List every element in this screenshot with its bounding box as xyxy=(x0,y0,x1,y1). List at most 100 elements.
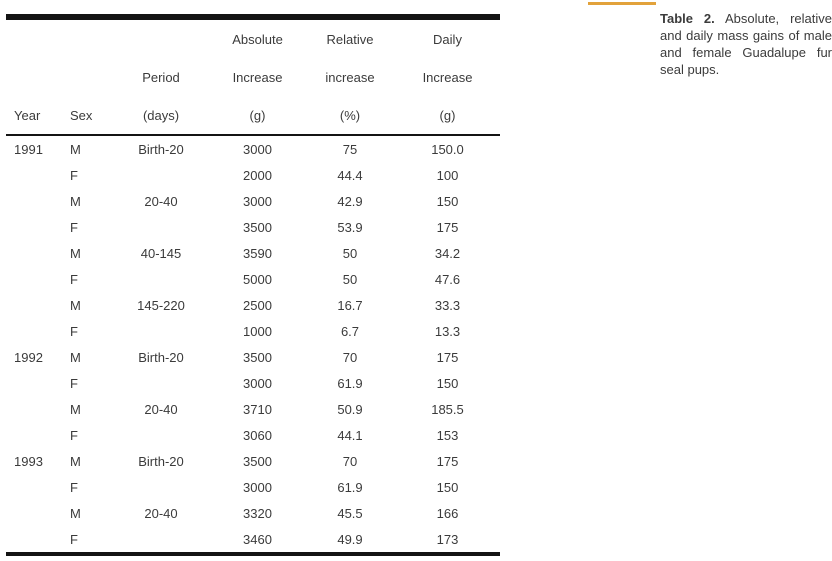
table-row: F 1000 6.7 13.3 xyxy=(6,318,500,344)
table-row: F 2000 44.4 100 xyxy=(6,162,500,188)
cell-daily: 150 xyxy=(436,193,459,209)
header-cell-daily: (g) xyxy=(395,96,500,136)
table-row: M 145-220 2500 16.7 33.3 xyxy=(6,292,500,318)
cell-absolute: 5000 xyxy=(243,271,272,287)
cell-daily: 13.3 xyxy=(434,323,461,339)
cell-period: 20-40 xyxy=(144,401,178,417)
header-cell-relative: Relative xyxy=(326,31,374,47)
cell-relative: 45.5 xyxy=(337,505,363,521)
cell-daily: 150 xyxy=(436,375,459,391)
cell-absolute: 3000 xyxy=(243,193,272,209)
caption-label: Table 2. xyxy=(660,11,715,26)
header-cell xyxy=(62,58,112,96)
table-row: F 5000 50 47.6 xyxy=(6,266,500,292)
cell-year xyxy=(6,318,62,344)
header-cell xyxy=(112,17,210,58)
cell-daily: 153 xyxy=(436,427,459,443)
cell-absolute: 2500 xyxy=(243,297,272,313)
cell-relative: 42.9 xyxy=(337,193,363,209)
header-row-3: Year Sex (days) (g) (%) (g) xyxy=(6,96,500,136)
cell-absolute: 2000 xyxy=(243,167,272,183)
cell-daily: 185.5 xyxy=(431,401,464,417)
cell-year xyxy=(6,370,62,396)
cell-relative: 50 xyxy=(342,245,358,261)
cell-daily: 175 xyxy=(436,349,459,365)
header-cell-absolute: (g) xyxy=(210,96,305,136)
cell-daily: 47.6 xyxy=(434,271,461,287)
cell-relative: 61.9 xyxy=(337,375,363,391)
cell-relative: 49.9 xyxy=(305,526,395,556)
cell-year xyxy=(6,214,62,240)
cell-relative: 44.4 xyxy=(337,167,363,183)
cell-relative: 70 xyxy=(342,453,358,469)
cell-year: 1992 xyxy=(14,349,43,365)
mass-gain-table: Absolute Relative Daily Period Increase … xyxy=(6,14,500,556)
header-cell-absolute: Increase xyxy=(232,69,283,85)
cell-period xyxy=(112,318,210,344)
cell-daily: 100 xyxy=(436,167,459,183)
cell-year xyxy=(6,188,62,214)
cell-sex: F xyxy=(70,375,78,391)
cell-sex: F xyxy=(70,219,78,235)
header-cell-daily: Increase xyxy=(422,69,473,85)
cell-year xyxy=(6,240,62,266)
cell-sex: M xyxy=(70,505,81,521)
cell-relative: 61.9 xyxy=(337,479,363,495)
table-row: M 40-145 3590 50 34.2 xyxy=(6,240,500,266)
table-row: F 3500 53.9 175 xyxy=(6,214,500,240)
cell-period xyxy=(112,266,210,292)
table-row: F 3460 49.9 173 xyxy=(6,526,500,556)
table-header: Absolute Relative Daily Period Increase … xyxy=(6,17,500,136)
header-cell-relative: (%) xyxy=(305,96,395,136)
cell-absolute: 3590 xyxy=(243,245,272,261)
header-cell-period: Period xyxy=(142,69,180,85)
header-cell-absolute: Absolute xyxy=(232,31,283,47)
header-cell-daily: Daily xyxy=(433,31,462,47)
header-row-1: Absolute Relative Daily xyxy=(6,17,500,58)
cell-year xyxy=(6,266,62,292)
table-row: 1991 M Birth-20 3000 75 150.0 xyxy=(6,135,500,162)
cell-period: Birth-20 xyxy=(138,349,184,365)
header-cell-year: Year xyxy=(6,96,62,136)
cell-relative: 50 xyxy=(342,271,358,287)
header-cell xyxy=(62,17,112,58)
cell-period xyxy=(112,214,210,240)
table-row: 1993 M Birth-20 3500 70 175 xyxy=(6,448,500,474)
cell-sex: F xyxy=(70,479,78,495)
cell-sex: M xyxy=(70,193,81,209)
cell-sex: F xyxy=(70,271,78,287)
cell-relative: 70 xyxy=(342,349,358,365)
cell-absolute: 3320 xyxy=(243,505,272,521)
cell-relative: 44.1 xyxy=(337,427,363,443)
cell-year xyxy=(6,162,62,188)
cell-sex: F xyxy=(70,427,78,443)
cell-period xyxy=(112,422,210,448)
cell-absolute: 3500 xyxy=(243,349,272,365)
cell-sex: M xyxy=(70,141,81,157)
header-cell-relative: increase xyxy=(325,69,375,85)
header-cell-sex: Sex xyxy=(62,96,112,136)
cell-period xyxy=(112,370,210,396)
table-caption: Table 2. Absolute, relative and daily ma… xyxy=(660,10,832,78)
cell-sex: M xyxy=(70,245,81,261)
cell-daily: 173 xyxy=(395,526,500,556)
cell-period: 145-220 xyxy=(137,297,185,313)
cell-sex: F xyxy=(62,526,112,556)
cell-period xyxy=(112,474,210,500)
cell-absolute: 3000 xyxy=(243,479,272,495)
cell-daily: 150 xyxy=(436,479,459,495)
caption-text: Absolute, relative and daily mass gains … xyxy=(660,11,832,77)
cell-daily: 175 xyxy=(436,453,459,469)
cell-year: 1991 xyxy=(14,141,43,157)
header-row-2: Period Increase increase Increase xyxy=(6,58,500,96)
cell-absolute: 3500 xyxy=(243,453,272,469)
header-cell-period: (days) xyxy=(112,96,210,136)
table-row: M 20-40 3710 50.9 185.5 xyxy=(6,396,500,422)
table-row: F 3000 61.9 150 xyxy=(6,474,500,500)
cell-daily: 166 xyxy=(436,505,459,521)
header-cell xyxy=(6,58,62,96)
table-row: F 3000 61.9 150 xyxy=(6,370,500,396)
cell-absolute: 1000 xyxy=(243,323,272,339)
table-row: F 3060 44.1 153 xyxy=(6,422,500,448)
cell-absolute: 3710 xyxy=(243,401,272,417)
